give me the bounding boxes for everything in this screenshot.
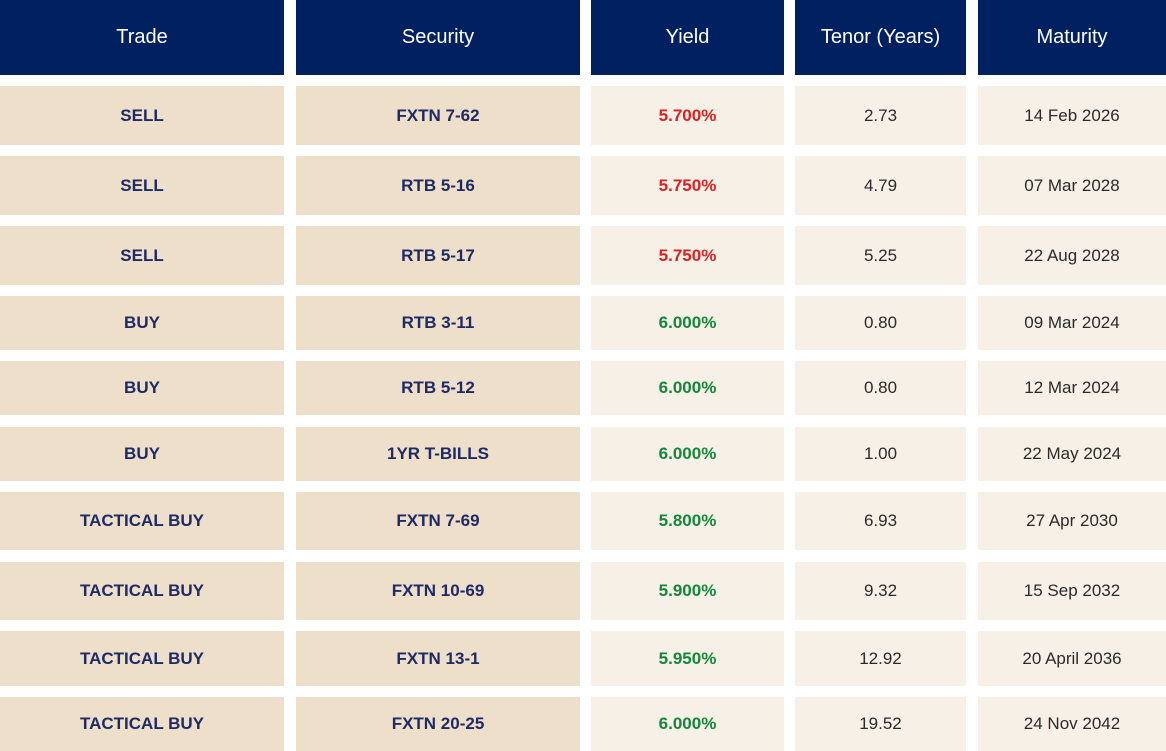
tenor-cell: 0.80: [795, 361, 966, 415]
tenor-cell: 0.80: [795, 296, 966, 350]
security-cell: FXTN 7-62: [296, 86, 580, 145]
yield-cell: 5.900%: [591, 562, 784, 620]
tenor-cell: 19.52: [795, 697, 966, 751]
yield-cell: 5.950%: [591, 631, 784, 686]
trade-cell: TACTICAL BUY: [0, 492, 284, 550]
trade-cell: SELL: [0, 226, 284, 285]
yield-cell: 5.750%: [591, 226, 784, 285]
yield-cell: 5.700%: [591, 86, 784, 145]
maturity-cell: 22 May 2024: [978, 427, 1166, 481]
yield-cell: 5.750%: [591, 156, 784, 215]
header-yield: Yield: [591, 0, 784, 75]
maturity-cell: 24 Nov 2042: [978, 697, 1166, 751]
security-cell: RTB 5-17: [296, 226, 580, 285]
header-security: Security: [296, 0, 580, 75]
security-cell: RTB 5-12: [296, 361, 580, 415]
security-cell: FXTN 10-69: [296, 562, 580, 620]
security-cell: 1YR T-BILLS: [296, 427, 580, 481]
trade-cell: TACTICAL BUY: [0, 631, 284, 686]
tenor-cell: 9.32: [795, 562, 966, 620]
maturity-cell: 07 Mar 2028: [978, 156, 1166, 215]
maturity-cell: 09 Mar 2024: [978, 296, 1166, 350]
trade-cell: SELL: [0, 156, 284, 215]
tenor-cell: 12.92: [795, 631, 966, 686]
tenor-cell: 4.79: [795, 156, 966, 215]
yield-cell: 6.000%: [591, 427, 784, 481]
security-cell: FXTN 20-25: [296, 697, 580, 751]
tenor-cell: 5.25: [795, 226, 966, 285]
maturity-cell: 12 Mar 2024: [978, 361, 1166, 415]
security-cell: RTB 3-11: [296, 296, 580, 350]
header-maturity: Maturity: [978, 0, 1166, 75]
yield-cell: 6.000%: [591, 361, 784, 415]
trade-cell: BUY: [0, 427, 284, 481]
header-tenor: Tenor (Years): [795, 0, 966, 75]
yield-cell: 6.000%: [591, 697, 784, 751]
trade-cell: BUY: [0, 296, 284, 350]
security-cell: FXTN 13-1: [296, 631, 580, 686]
yield-cell: 6.000%: [591, 296, 784, 350]
maturity-cell: 27 Apr 2030: [978, 492, 1166, 550]
header-trade: Trade: [0, 0, 284, 75]
yield-cell: 5.800%: [591, 492, 784, 550]
maturity-cell: 22 Aug 2028: [978, 226, 1166, 285]
tenor-cell: 2.73: [795, 86, 966, 145]
maturity-cell: 14 Feb 2026: [978, 86, 1166, 145]
trade-cell: TACTICAL BUY: [0, 697, 284, 751]
tenor-cell: 6.93: [795, 492, 966, 550]
security-cell: RTB 5-16: [296, 156, 580, 215]
maturity-cell: 15 Sep 2032: [978, 562, 1166, 620]
security-cell: FXTN 7-69: [296, 492, 580, 550]
trade-cell: BUY: [0, 361, 284, 415]
maturity-cell: 20 April 2036: [978, 631, 1166, 686]
tenor-cell: 1.00: [795, 427, 966, 481]
trade-cell: TACTICAL BUY: [0, 562, 284, 620]
trade-cell: SELL: [0, 86, 284, 145]
